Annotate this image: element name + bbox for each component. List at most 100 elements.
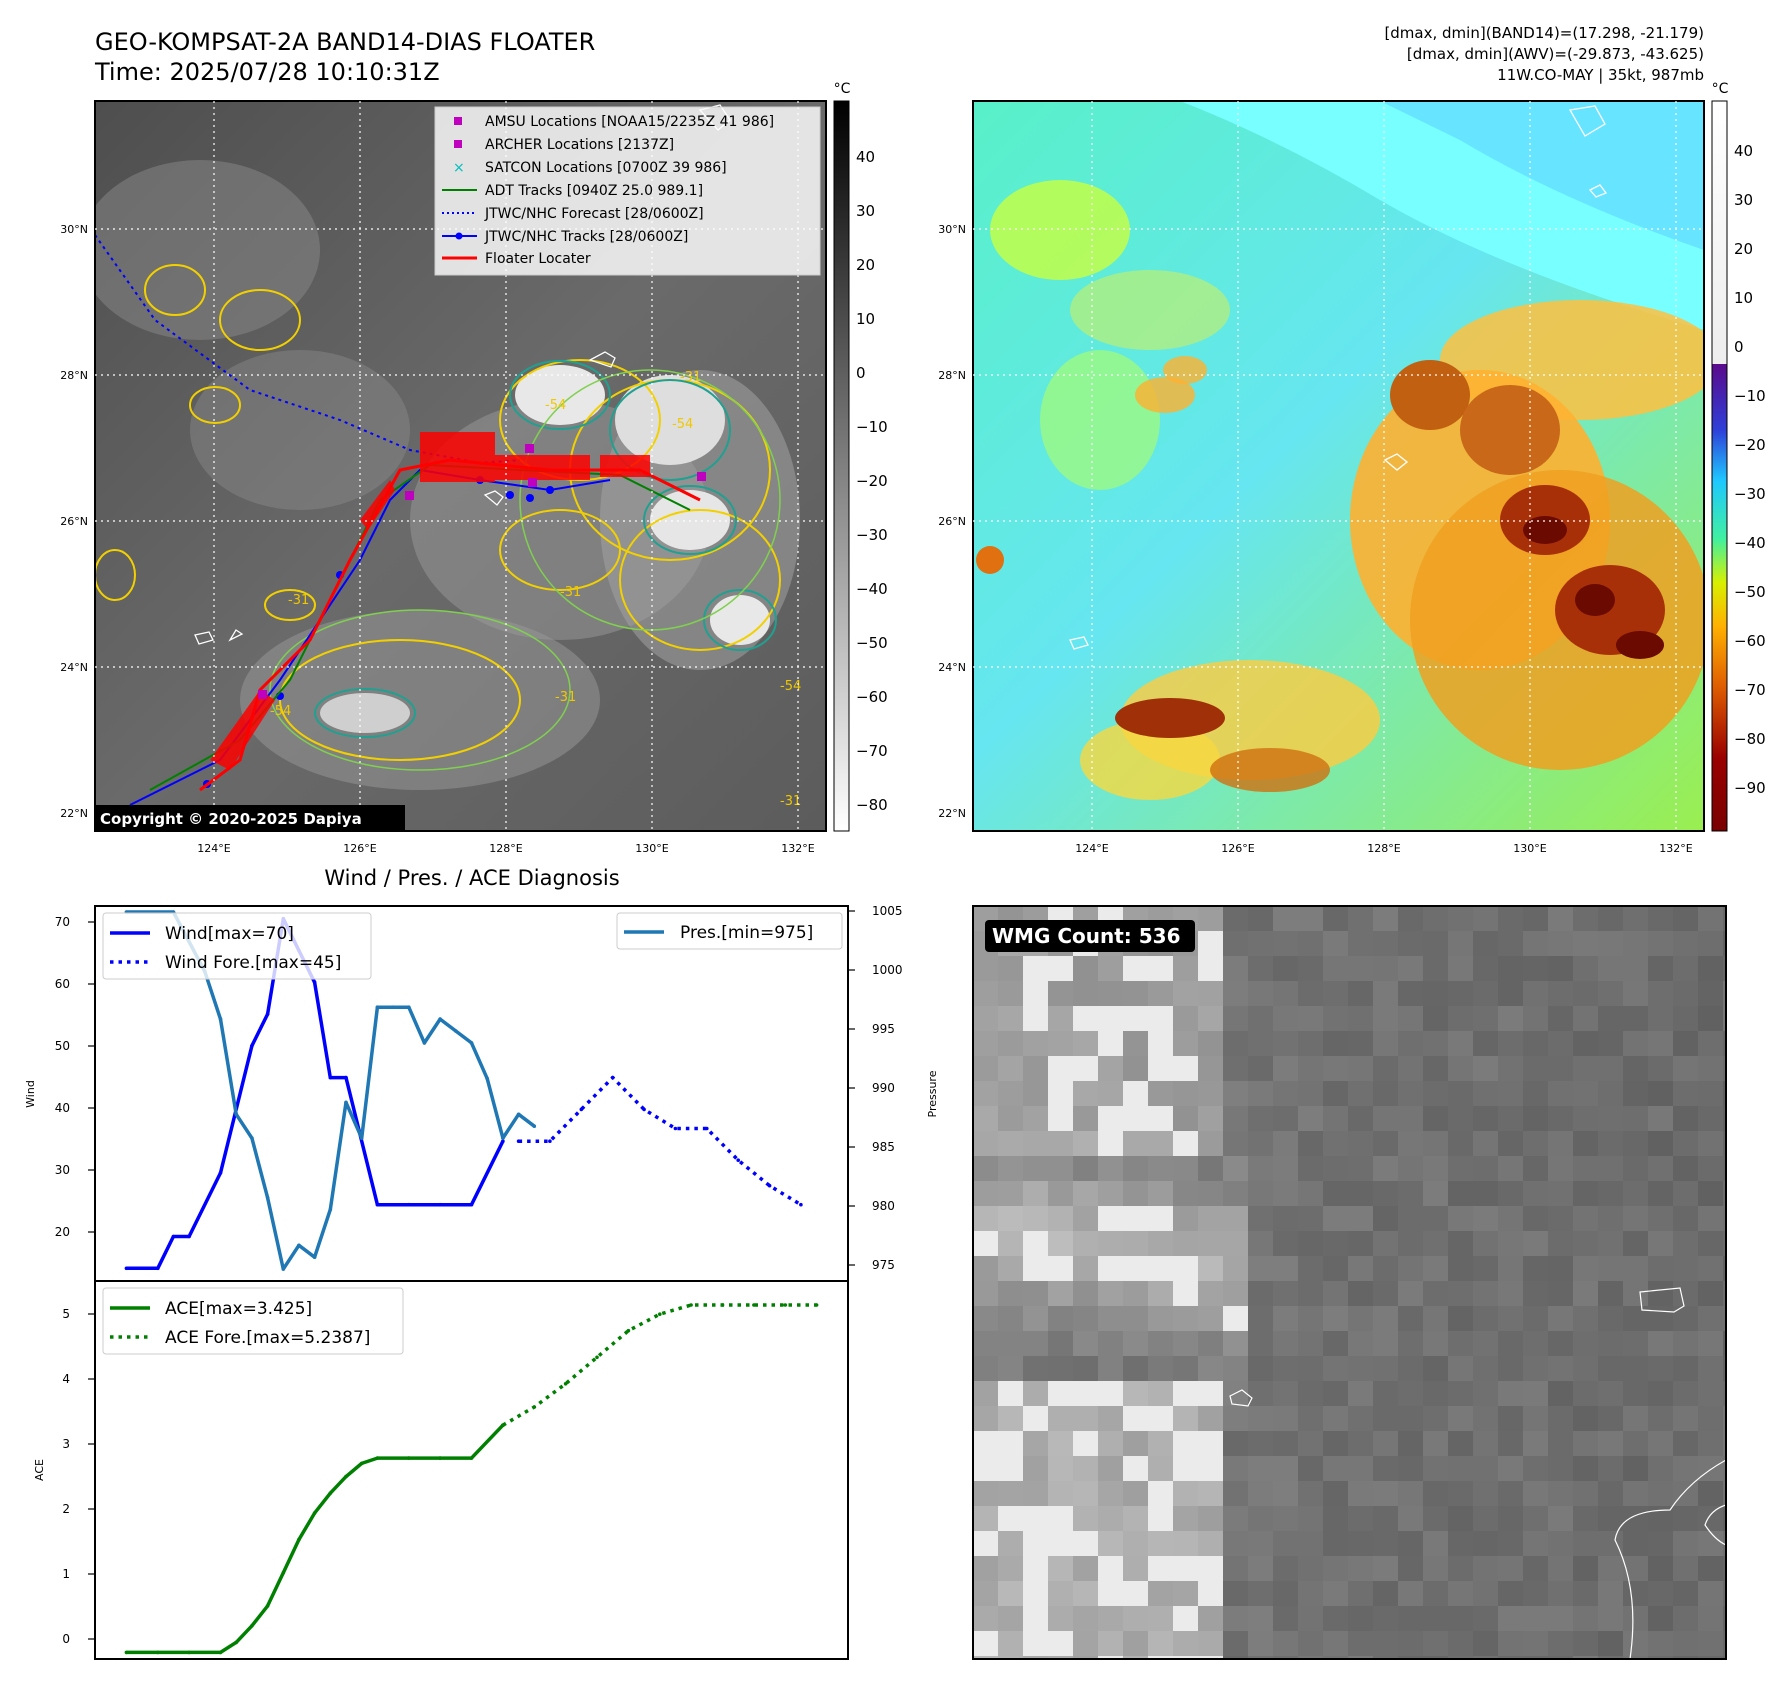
pressure-series-point	[532, 1124, 537, 1128]
color-frame	[972, 100, 1705, 832]
svg-text:-54: -54	[780, 679, 801, 694]
pressure-series-point	[501, 1136, 505, 1140]
ace-series-point	[187, 1650, 191, 1655]
ace-series-point	[124, 1650, 129, 1655]
svg-text:-31: -31	[680, 370, 701, 385]
svg-text:30: 30	[856, 202, 875, 220]
wind-pressure-chart: 70 60 50 40 30 20 1005 1000 995 990 985 …	[24, 904, 939, 1282]
wind-series-point	[124, 1266, 129, 1271]
svg-text:Floater Locater: Floater Locater	[485, 251, 591, 267]
diagnosis-title: Wind / Pres. / ACE Diagnosis	[324, 866, 619, 890]
wind-forecast-series-point	[610, 1075, 615, 1080]
svg-text:28°N: 28°N	[60, 369, 88, 382]
legend-ace: ACE[max=3.425]	[165, 1299, 312, 1319]
ace-forecast-series-point	[563, 1382, 568, 1386]
wind-ytick-50: 50	[55, 1039, 70, 1053]
ace-ytick-1: 1	[62, 1567, 70, 1581]
ace-yticks: 5 4 3 2 1 0	[62, 1307, 70, 1646]
svg-text:10: 10	[1734, 289, 1753, 307]
wind-series-point	[265, 1012, 270, 1016]
svg-text:0: 0	[1734, 338, 1744, 356]
color-lat-labels: 30°N 28°N 26°N 24°N 22°N	[938, 223, 966, 820]
svg-text:WMG Count: 536: WMG Count: 536	[992, 924, 1181, 948]
svg-text:-31: -31	[780, 794, 801, 809]
svg-text:°C: °C	[834, 81, 851, 97]
ace-forecast-series-point	[720, 1303, 725, 1307]
svg-text:SATCON Locations [0700Z 39 986: SATCON Locations [0700Z 39 986]	[485, 160, 727, 176]
ace-forecast-series-point	[532, 1405, 537, 1409]
wmg-panel: WMG Count: 536	[972, 905, 1727, 1660]
svg-text:−90: −90	[1734, 779, 1766, 797]
wind-series-point	[375, 1202, 380, 1207]
info-line-2: [dmax, dmin](AWV)=(-29.873, -43.625)	[1407, 45, 1704, 63]
wind-series-point	[407, 1202, 411, 1207]
wind-series-point	[187, 1234, 191, 1239]
wind-forecast-series-point	[642, 1107, 646, 1112]
svg-text:124°E: 124°E	[1075, 842, 1108, 855]
svg-text:−80: −80	[856, 796, 888, 814]
svg-text:40: 40	[856, 148, 875, 166]
svg-text:0: 0	[856, 364, 866, 382]
figure-title: GEO-KOMPSAT-2A BAND14-DIAS FLOATER	[95, 28, 595, 56]
ace-plot-area	[124, 1303, 819, 1655]
ace-series-point	[265, 1604, 270, 1608]
svg-text:°C: °C	[1712, 81, 1729, 97]
pressure-series-point	[407, 1005, 411, 1009]
ir-frame	[94, 100, 827, 832]
ace-forecast-series-line	[502, 1303, 817, 1427]
wind-forecast-series-point	[736, 1158, 740, 1162]
svg-text:−40: −40	[1734, 534, 1766, 552]
wind-series-point	[344, 1075, 348, 1080]
svg-text:22°N: 22°N	[938, 807, 966, 820]
wind-ytick-40: 40	[55, 1101, 70, 1115]
legend-ace-fore: ACE Fore.[max=5.2387]	[165, 1328, 370, 1348]
svg-text:128°E: 128°E	[489, 842, 522, 855]
svg-text:24°N: 24°N	[60, 661, 88, 674]
ace-legend: ACE[max=3.425] ACE Fore.[max=5.2387]	[102, 1287, 404, 1355]
ir-lat-labels: 30°N 28°N 26°N 24°N 22°N	[60, 223, 88, 820]
ace-series-point	[469, 1456, 474, 1460]
pressure-series-point	[250, 1136, 254, 1140]
svg-text:−70: −70	[856, 742, 888, 760]
svg-text:22°N: 22°N	[60, 807, 88, 820]
pressure-series-point	[454, 1029, 458, 1033]
wind-ytick-30: 30	[55, 1163, 70, 1177]
svg-text:10: 10	[856, 310, 875, 328]
svg-text:26°N: 26°N	[938, 515, 966, 528]
ace-series-point	[328, 1491, 333, 1495]
ace-series-point	[407, 1456, 411, 1460]
wind-series-point	[171, 1234, 176, 1239]
ace-forecast-series-point	[814, 1303, 819, 1307]
svg-text:×: ×	[453, 160, 465, 176]
svg-text:ARCHER Locations [2137Z]: ARCHER Locations [2137Z]	[485, 137, 674, 153]
legend-wind: Wind[max=70]	[165, 924, 294, 944]
color-panel: 30°N 28°N 26°N 24°N 22°N 124°E 126°E 128…	[938, 100, 1705, 855]
wind-series-point	[250, 1044, 254, 1048]
wind-ytick-70: 70	[55, 915, 70, 929]
pressure-series-point	[297, 1243, 301, 1248]
color-imagery	[973, 101, 1704, 831]
pressure-legend: Pres.[min=975]	[616, 912, 843, 950]
svg-text:AMSU Locations [NOAA15/2235Z 4: AMSU Locations [NOAA15/2235Z 41 986]	[485, 114, 774, 130]
pressure-series-point	[359, 1136, 364, 1140]
wind-forecast-series-point	[548, 1139, 552, 1143]
ace-series-point	[250, 1624, 254, 1628]
color-gridlines	[973, 101, 1704, 831]
ir-panel: -54 -31 -31 -31 -54 -54 -31 -54 -31	[60, 100, 827, 855]
amsu-archer-markers	[258, 444, 706, 699]
ace-ytick-4: 4	[62, 1372, 70, 1386]
svg-text:-31: -31	[555, 690, 576, 705]
pressure-series-point	[265, 1195, 270, 1200]
wind-series-point	[218, 1171, 223, 1175]
ace-forecast-series-point	[752, 1303, 756, 1307]
ace-ytick-0: 0	[62, 1632, 70, 1646]
svg-text:−50: −50	[1734, 583, 1766, 601]
pressure-series-point	[234, 1112, 238, 1117]
svg-text:−10: −10	[1734, 387, 1766, 405]
svg-text:128°E: 128°E	[1367, 842, 1400, 855]
wind-forecast-series-point	[799, 1202, 803, 1207]
ace-series-point	[344, 1474, 348, 1479]
pressure-series-line	[126, 910, 536, 1271]
wind-ylabel: Wind	[24, 1080, 37, 1108]
